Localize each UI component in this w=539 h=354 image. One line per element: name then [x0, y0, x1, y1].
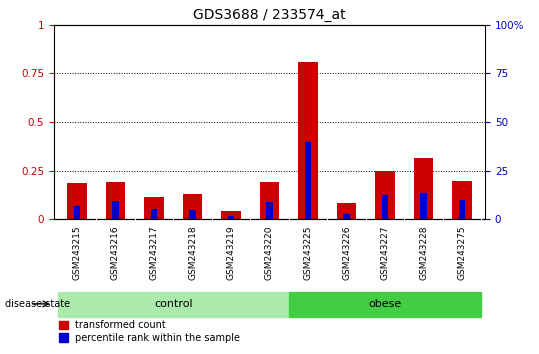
Bar: [382, 195, 389, 219]
Bar: [459, 200, 465, 219]
Bar: [227, 216, 234, 219]
Text: disease state: disease state: [5, 299, 71, 309]
Bar: [67, 183, 87, 219]
Title: GDS3688 / 233574_at: GDS3688 / 233574_at: [193, 8, 346, 22]
Text: GSM243225: GSM243225: [303, 225, 313, 280]
Text: GSM243226: GSM243226: [342, 225, 351, 280]
Text: GSM243220: GSM243220: [265, 225, 274, 280]
Bar: [375, 171, 395, 219]
Bar: [222, 211, 240, 219]
Bar: [144, 197, 164, 219]
Bar: [260, 182, 279, 219]
Text: GSM243217: GSM243217: [149, 225, 158, 280]
Bar: [420, 193, 427, 219]
Text: GSM243219: GSM243219: [226, 225, 236, 280]
Text: GSM243218: GSM243218: [188, 225, 197, 280]
Bar: [299, 62, 317, 219]
Bar: [183, 194, 202, 219]
Bar: [343, 213, 350, 219]
Bar: [150, 209, 157, 219]
Text: GSM243216: GSM243216: [111, 225, 120, 280]
Text: GSM243228: GSM243228: [419, 225, 428, 280]
Legend: transformed count, percentile rank within the sample: transformed count, percentile rank withi…: [59, 320, 240, 343]
Bar: [112, 201, 119, 219]
Text: GSM243227: GSM243227: [381, 225, 390, 280]
Bar: [337, 203, 356, 219]
Text: control: control: [154, 299, 192, 309]
Bar: [305, 142, 312, 219]
Bar: [58, 292, 289, 317]
Bar: [452, 181, 472, 219]
Bar: [289, 292, 481, 317]
Bar: [106, 182, 125, 219]
Bar: [189, 210, 196, 219]
Text: obese: obese: [368, 299, 402, 309]
Text: GSM243215: GSM243215: [73, 225, 81, 280]
Text: GSM243275: GSM243275: [458, 225, 466, 280]
Bar: [74, 206, 80, 219]
Bar: [266, 202, 273, 219]
Bar: [414, 158, 433, 219]
